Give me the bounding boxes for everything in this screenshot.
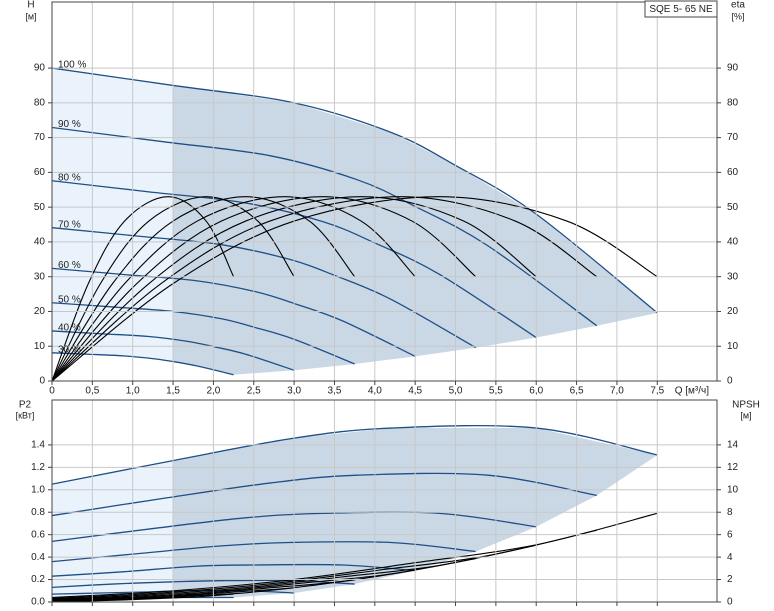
x-tick-label: 4,0 <box>368 386 382 397</box>
y-tick-label: 60 <box>34 167 46 178</box>
curve <box>52 196 658 381</box>
y2-axis-unit: [м] <box>740 410 751 420</box>
x-tick-label: 0,5 <box>85 386 99 397</box>
y-tick-label: 80 <box>34 97 46 108</box>
y2-tick-label: 2 <box>727 574 733 585</box>
curve <box>52 196 537 381</box>
curve-label: 90 % <box>58 119 81 130</box>
y2-tick-label: 20 <box>727 306 739 317</box>
y-tick-label: 0.8 <box>31 507 45 518</box>
y2-tick-label: 0 <box>727 597 733 608</box>
x-tick-label: 3,0 <box>287 386 301 397</box>
curve-label: 80 % <box>58 172 81 183</box>
x-tick-label: 7,5 <box>650 386 664 397</box>
curve <box>52 563 416 577</box>
y-tick-label: 1.4 <box>31 440 45 451</box>
y-tick-label: 30 <box>34 271 46 282</box>
y-tick-label: 50 <box>34 202 46 213</box>
plot-area <box>52 67 658 381</box>
curve <box>52 511 537 543</box>
y-tick-label: 0.2 <box>31 574 45 585</box>
x-tick-label: 5,0 <box>449 386 463 397</box>
x-tick-label: 2,5 <box>247 386 261 397</box>
x-tick-label: 6,0 <box>529 386 543 397</box>
x-tick-label: 1,0 <box>126 386 140 397</box>
x-tick-label: 6,5 <box>570 386 584 397</box>
y-tick-label: 0.0 <box>31 597 45 608</box>
y-tick-label: 0.4 <box>31 552 45 563</box>
y2-tick-label: 80 <box>727 97 739 108</box>
curve-label: 100 % <box>58 60 86 71</box>
curve <box>52 196 356 381</box>
plot-area <box>52 424 658 602</box>
x-tick-label: 4,5 <box>408 386 422 397</box>
curve <box>52 579 355 602</box>
y2-tick-label: 4 <box>727 552 733 563</box>
x-axis-label: Q [м³/ч] <box>675 386 710 397</box>
y2-axis-unit: [%] <box>731 11 744 21</box>
x-tick-label: 5,5 <box>489 386 503 397</box>
badge: SQE 5- 65 NE <box>649 4 713 15</box>
curve <box>52 593 234 602</box>
y2-tick-label: 90 <box>727 63 739 74</box>
y-tick-label: 70 <box>34 132 46 143</box>
curve-label: 30 % <box>58 344 81 355</box>
curve-label: 70 % <box>58 219 81 230</box>
y-tick-label: 0 <box>39 376 45 387</box>
y2-tick-label: 14 <box>727 440 739 451</box>
y-tick-label: 0.6 <box>31 529 45 540</box>
curve <box>52 227 477 349</box>
x-tick-label: 0 <box>49 386 55 397</box>
y2-tick-label: 6 <box>727 529 733 540</box>
y2-axis-label: eta <box>731 0 745 11</box>
curve <box>52 196 416 381</box>
y2-tick-label: 40 <box>727 237 739 248</box>
y-tick-label: 1.2 <box>31 462 45 473</box>
curve <box>52 541 476 563</box>
y-axis-label: P2 <box>19 400 32 411</box>
y2-tick-label: 70 <box>727 132 739 143</box>
y-tick-label: 40 <box>34 237 46 248</box>
y2-tick-label: 12 <box>727 462 739 473</box>
y2-tick-label: 60 <box>727 167 739 178</box>
curve <box>52 196 295 381</box>
y-axis-label: H <box>27 0 34 11</box>
x-tick-label: 1,5 <box>166 386 180 397</box>
y-tick-label: 20 <box>34 306 46 317</box>
curve <box>52 196 235 381</box>
x-tick-label: 2,0 <box>206 386 220 397</box>
plot-frame <box>51 399 718 603</box>
y2-tick-label: 50 <box>727 202 739 213</box>
y-axis-unit: [кВт] <box>16 410 35 420</box>
y2-tick-label: 10 <box>727 341 739 352</box>
curve-label: 40 % <box>58 323 81 334</box>
y-tick-label: 90 <box>34 63 46 74</box>
y-tick-label: 10 <box>34 341 46 352</box>
y2-axis-label: NPSH <box>732 400 760 411</box>
x-tick-label: 7,0 <box>610 386 624 397</box>
x-tick-label: 3,5 <box>328 386 342 397</box>
plot-frame <box>51 1 718 382</box>
y2-tick-label: 8 <box>727 507 733 518</box>
curve <box>52 352 234 376</box>
y-axis-unit: [м] <box>25 11 36 21</box>
y2-tick-label: 30 <box>727 271 739 282</box>
y-tick-label: 1.0 <box>31 484 45 495</box>
curve <box>52 424 658 485</box>
curve-label: 60 % <box>58 260 81 271</box>
curve <box>52 126 598 327</box>
curve <box>52 330 295 371</box>
curve-label: 50 % <box>58 294 81 305</box>
curve <box>52 267 416 357</box>
badge-box <box>644 0 718 18</box>
y2-tick-label: 10 <box>727 484 739 495</box>
curve <box>52 472 597 517</box>
y2-tick-label: 0 <box>727 376 733 387</box>
